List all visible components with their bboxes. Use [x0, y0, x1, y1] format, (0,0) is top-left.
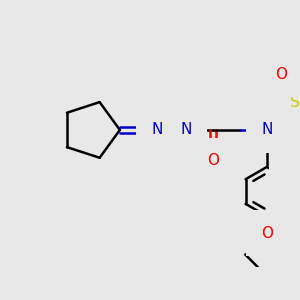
- Text: N: N: [151, 122, 163, 137]
- Text: N: N: [180, 122, 192, 137]
- Text: O: O: [275, 67, 287, 82]
- Text: N: N: [261, 122, 273, 137]
- Text: O: O: [261, 226, 273, 241]
- Text: H: H: [182, 117, 191, 130]
- Text: O: O: [207, 153, 219, 168]
- Text: S: S: [290, 95, 299, 110]
